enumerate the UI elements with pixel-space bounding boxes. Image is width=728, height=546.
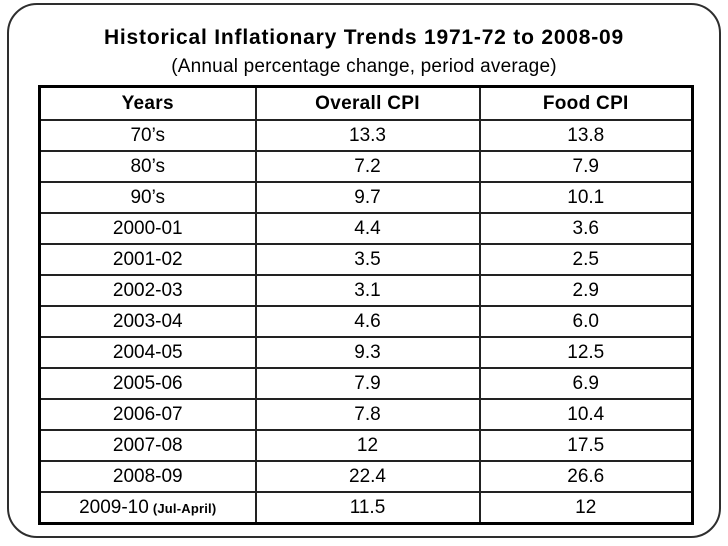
year-cell: 2007-08 — [38, 429, 257, 462]
inflation-table: Years Overall CPI Food CPI 70’s 13.3 13.… — [38, 85, 694, 525]
year-label: 2009-10 — [79, 496, 149, 518]
year-cell: 2004-05 — [38, 336, 257, 369]
food-cpi-cell: 10.4 — [478, 398, 694, 431]
overall-cpi-cell: 7.8 — [254, 398, 481, 431]
overall-cpi-cell: 4.4 — [254, 212, 481, 245]
table-row: 90’s 9.7 10.1 — [38, 181, 694, 214]
food-cpi-cell: 12 — [478, 491, 694, 525]
table-row: 80’s 7.2 7.9 — [38, 150, 694, 183]
year-cell: 2009-10 (Jul-April) — [38, 491, 257, 525]
overall-cpi-cell: 12 — [254, 429, 481, 462]
food-cpi-cell: 6.0 — [478, 305, 694, 338]
overall-cpi-cell: 7.2 — [254, 150, 481, 183]
overall-cpi-cell: 9.3 — [254, 336, 481, 369]
food-cpi-cell: 17.5 — [478, 429, 694, 462]
overall-cpi-cell: 4.6 — [254, 305, 481, 338]
table-row: 2007-08 12 17.5 — [38, 429, 694, 462]
year-cell: 2006-07 — [38, 398, 257, 431]
table-header-row: Years Overall CPI Food CPI — [38, 85, 694, 121]
overall-cpi-cell: 11.5 — [254, 491, 481, 525]
table-row: 2004-05 9.3 12.5 — [38, 336, 694, 369]
col-header-food-cpi: Food CPI — [478, 85, 694, 121]
food-cpi-cell: 10.1 — [478, 181, 694, 214]
slide-title: Historical Inflationary Trends 1971-72 t… — [103, 26, 625, 49]
year-cell: 2008-09 — [38, 460, 257, 493]
overall-cpi-cell: 3.1 — [254, 274, 481, 307]
table-row: 70’s 13.3 13.8 — [38, 119, 694, 152]
table-row: 2005-06 7.9 6.9 — [38, 367, 694, 400]
table-row: 2002-03 3.1 2.9 — [38, 274, 694, 307]
year-cell: 2005-06 — [38, 367, 257, 400]
year-cell: 2002-03 — [38, 274, 257, 307]
year-note: (Jul-April) — [152, 500, 217, 516]
table-row: 2008-09 22.4 26.6 — [38, 460, 694, 493]
food-cpi-cell: 26.6 — [478, 460, 694, 493]
food-cpi-cell: 2.9 — [478, 274, 694, 307]
year-cell: 70’s — [38, 119, 257, 152]
overall-cpi-cell: 3.5 — [254, 243, 481, 276]
overall-cpi-cell: 9.7 — [254, 181, 481, 214]
year-cell: 90’s — [38, 181, 257, 214]
table-row: 2006-07 7.8 10.4 — [38, 398, 694, 431]
year-cell: 2003-04 — [38, 305, 257, 338]
food-cpi-cell: 7.9 — [478, 150, 694, 183]
table-row: 2001-02 3.5 2.5 — [38, 243, 694, 276]
food-cpi-cell: 3.6 — [478, 212, 694, 245]
overall-cpi-cell: 7.9 — [254, 367, 481, 400]
col-header-years: Years — [38, 85, 257, 121]
table-row: 2003-04 4.6 6.0 — [38, 305, 694, 338]
food-cpi-cell: 2.5 — [478, 243, 694, 276]
year-cell: 2000-01 — [38, 212, 257, 245]
food-cpi-cell: 6.9 — [478, 367, 694, 400]
col-header-overall-cpi: Overall CPI — [254, 85, 481, 121]
slide-border — [7, 3, 721, 538]
table-row: 2000-01 4.4 3.6 — [38, 212, 694, 245]
year-cell: 2001-02 — [38, 243, 257, 276]
table-row: 2009-10 (Jul-April) 11.5 12 — [38, 491, 694, 525]
food-cpi-cell: 13.8 — [478, 119, 694, 152]
overall-cpi-cell: 22.4 — [254, 460, 481, 493]
food-cpi-cell: 12.5 — [478, 336, 694, 369]
year-cell: 80’s — [38, 150, 257, 183]
overall-cpi-cell: 13.3 — [254, 119, 481, 152]
slide-subtitle: (Annual percentage change, period averag… — [171, 56, 557, 77]
